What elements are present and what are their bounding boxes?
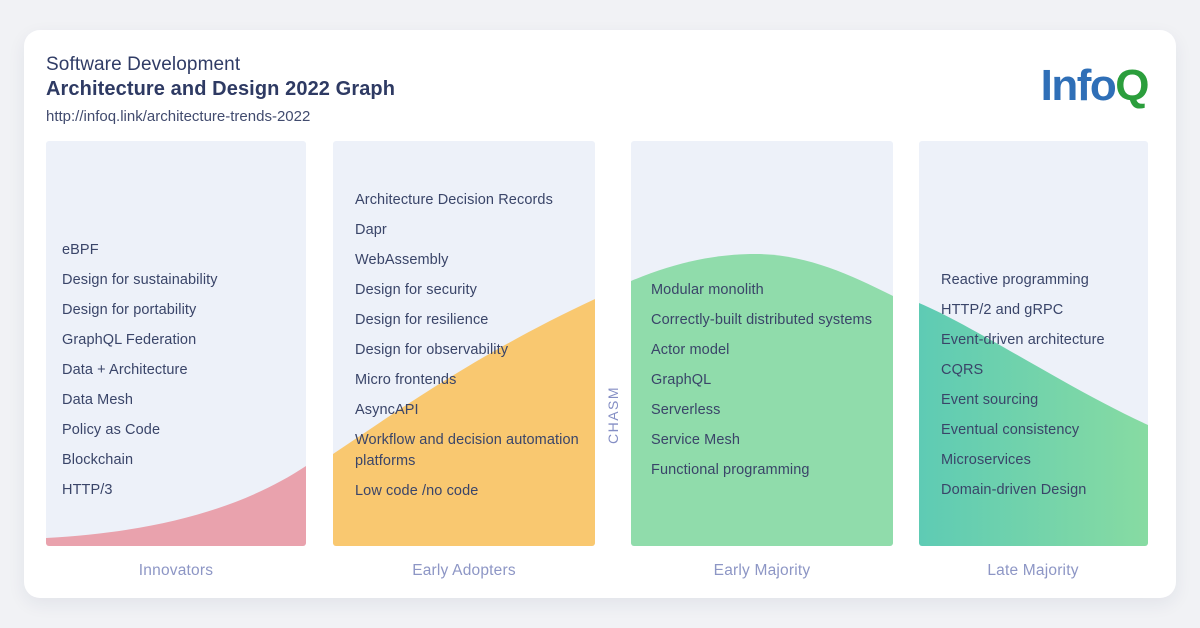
page-title-line2: Architecture and Design 2022 Graph bbox=[46, 78, 396, 100]
early-adopters-list: Architecture Decision Records Dapr WebAsse… bbox=[333, 141, 595, 502]
trend-list-item: Design for resilience bbox=[355, 312, 489, 328]
trend-list-item: eBPF bbox=[62, 242, 99, 258]
trend-list-item: GraphQL Federation bbox=[62, 332, 197, 348]
trend-list-item: GraphQL bbox=[651, 372, 712, 388]
trend-list-item: HTTP/3 bbox=[62, 482, 113, 498]
trend-list-item: Design for portability bbox=[62, 302, 197, 318]
infoq-logo-q: Q bbox=[1115, 61, 1149, 110]
trend-list-item: Functional programming bbox=[651, 462, 810, 478]
infoq-logo: InfoQ bbox=[1040, 61, 1150, 110]
innovators-column: eBPF Design for sustainability Design for … bbox=[46, 141, 306, 546]
trend-list-item: Design for sustainability bbox=[62, 272, 218, 288]
trend-list-item: Data + Architecture bbox=[62, 362, 188, 378]
late-majority-wave-shape bbox=[919, 303, 1148, 546]
trend-list-item: Workflow and decision automation platfor… bbox=[355, 432, 579, 469]
trend-list-item: Design for observability bbox=[355, 342, 509, 358]
trend-list-item: WebAssembly bbox=[355, 252, 449, 268]
trend-list-item: CQRS bbox=[941, 362, 984, 378]
page-url: http://infoq.link/architecture-trends-20… bbox=[46, 108, 311, 125]
trend-list-item: Data Mesh bbox=[62, 392, 134, 408]
trend-list-item: Blockchain bbox=[62, 452, 134, 468]
trend-list-item: Low code /no code bbox=[355, 483, 479, 499]
trend-list-item: Design for security bbox=[355, 282, 477, 298]
trend-list-item: Modular monolith bbox=[651, 282, 764, 298]
trend-list-item: Event sourcing bbox=[941, 392, 1039, 408]
trend-list-item: Micro frontends bbox=[355, 372, 457, 388]
trend-list-item: Domain-driven Design bbox=[941, 482, 1087, 498]
trend-list-item: AsyncAPI bbox=[355, 402, 419, 418]
trend-list-item: Service Mesh bbox=[651, 432, 741, 448]
early-majority-list: Modular monolith Correctly-built distribu… bbox=[631, 141, 893, 481]
infoq-logo-info: Info bbox=[1040, 61, 1117, 110]
late-majority-list: Reactive programming HTTP/2 and gRPC Event… bbox=[919, 141, 1148, 501]
trend-list-item: Microservices bbox=[941, 452, 1031, 468]
trend-list-item: Serverless bbox=[651, 402, 721, 418]
axis-label-innovators: Innovators bbox=[138, 562, 214, 579]
early-majority-column: Modular monolith Correctly-built distribu… bbox=[631, 141, 893, 546]
trend-list-item: Reactive programming bbox=[941, 272, 1089, 288]
trend-list-item: Architecture Decision Records bbox=[355, 192, 553, 208]
infographic-card: Software Development Architecture and De… bbox=[24, 30, 1176, 598]
trend-list-item: Policy as Code bbox=[62, 422, 161, 438]
trend-list-item: Eventual consistency bbox=[941, 422, 1080, 438]
chasm-label: CHASM bbox=[605, 385, 621, 445]
trend-list-item: Event-driven architecture bbox=[941, 332, 1105, 348]
axis-label-early-adopters: Early Adopters bbox=[412, 562, 516, 579]
trend-list-item: Dapr bbox=[355, 222, 387, 238]
late-majority-column: Reactive programming HTTP/2 and gRPC Event… bbox=[919, 141, 1148, 546]
axis-label-early-majority: Early Majority bbox=[713, 562, 811, 579]
trend-list-item: Correctly-built distributed systems bbox=[651, 312, 873, 328]
trend-list-item: Actor model bbox=[651, 342, 730, 358]
innovators-list: eBPF Design for sustainability Design for … bbox=[46, 141, 306, 501]
early-adopters-column: Architecture Decision Records Dapr WebAsse… bbox=[333, 141, 595, 546]
axis-label-late-majority: Late Majority bbox=[987, 562, 1079, 579]
early-adopters-wave-shape bbox=[333, 299, 595, 546]
innovators-wave-shape bbox=[46, 466, 306, 546]
trend-list-item: HTTP/2 and gRPC bbox=[941, 302, 1064, 318]
early-majority-wave-shape bbox=[631, 254, 893, 546]
page-title-line1: Software Development bbox=[46, 54, 241, 75]
